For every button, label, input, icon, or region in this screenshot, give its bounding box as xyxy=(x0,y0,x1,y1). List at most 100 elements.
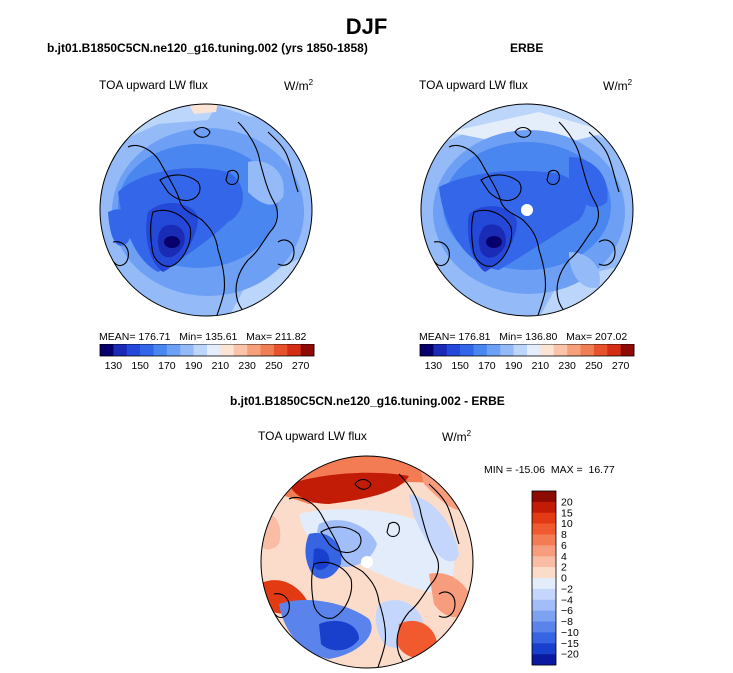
obs-min-value: 136.80 xyxy=(525,331,558,343)
obs-stats: MEAN= 176.81 Min= 136.80 Max= 207.02 xyxy=(419,331,628,343)
model-colorbar: 130 150 170 190 210 230 250 270 xyxy=(99,344,315,372)
colorbar-swatch xyxy=(473,344,488,356)
diff-stats: MIN = -15.06 MAX = 16.77 xyxy=(484,464,615,476)
colorbar-tick-label: 2 xyxy=(561,562,567,574)
map-fill-pos7 xyxy=(289,472,409,504)
colorbar-tick-label: 190 xyxy=(505,360,523,372)
colorbar-swatch xyxy=(247,344,261,356)
obs-units-label: W/m2 xyxy=(603,78,633,93)
colorbar-tick-label: 210 xyxy=(532,360,550,372)
colorbar-tick-label: −10 xyxy=(561,627,579,639)
colorbar-tick-label: 230 xyxy=(558,360,576,372)
obs-colorbar: 130 150 170 190 210 230 250 270 xyxy=(419,344,635,372)
colorbar-tick-label: −2 xyxy=(561,583,573,595)
model-variable-label: TOA upward LW flux xyxy=(99,78,208,92)
colorbar-tick-label: 150 xyxy=(131,360,149,372)
diff-variable-label: TOA upward LW flux xyxy=(258,429,367,443)
colorbar-tick-label: 250 xyxy=(585,360,603,372)
diff-min-value: -15.06 xyxy=(515,464,545,476)
colorbar-tick-label: 230 xyxy=(238,360,256,372)
colorbar-swatch xyxy=(532,643,556,655)
colorbar-swatch xyxy=(567,344,581,356)
map-fill-pos3 xyxy=(429,573,473,618)
colorbar-frame xyxy=(531,490,557,666)
colorbar-swatch xyxy=(620,344,635,356)
coastlines xyxy=(433,121,620,316)
pole-missing-data xyxy=(361,556,373,568)
colorbar-swatch xyxy=(580,344,595,356)
map-fill-min xyxy=(486,236,502,248)
colorbar-swatch xyxy=(207,344,221,356)
colorbar-swatch xyxy=(532,512,556,524)
colorbar-swatch xyxy=(287,344,301,356)
colorbar-swatch xyxy=(532,556,556,568)
colorbar-swatch xyxy=(446,344,461,356)
map-fill-min xyxy=(164,236,180,248)
diff-units-label: W/m2 xyxy=(442,429,472,444)
colorbar-swatch xyxy=(420,344,434,356)
map-fill-neg2 xyxy=(409,494,459,562)
colorbar-swatch xyxy=(433,344,448,356)
colorbar-tick-label: 130 xyxy=(105,360,123,372)
colorbar-swatch xyxy=(532,523,556,535)
colorbar-swatch xyxy=(532,599,556,611)
colorbar-swatch xyxy=(532,491,556,503)
colorbar-swatch xyxy=(532,610,556,622)
colorbar-tick-label: 270 xyxy=(292,360,310,372)
colorbar-swatch xyxy=(513,344,528,356)
colorbar-tick-label: −15 xyxy=(561,638,579,650)
obs-mean-value: 176.81 xyxy=(458,331,491,343)
map-fill-light xyxy=(569,252,600,288)
map-boundary xyxy=(420,103,634,317)
colorbar-tick-label: −20 xyxy=(561,649,579,661)
model-polar-map xyxy=(99,103,313,317)
coastlines xyxy=(112,121,299,316)
colorbar-swatch xyxy=(220,344,235,356)
colorbar-tick-label: 170 xyxy=(158,360,176,372)
colorbar-swatch xyxy=(532,654,556,666)
colorbar-tick-label: −6 xyxy=(561,605,573,617)
colorbar-tick-label: 190 xyxy=(185,360,203,372)
colorbar-swatch xyxy=(527,344,541,356)
diff-max-value: 16.77 xyxy=(588,464,615,476)
model-mean-value: 176.71 xyxy=(138,331,171,343)
diff-polar-map xyxy=(260,455,474,669)
map-fill-deep xyxy=(569,157,608,207)
colorbar-swatch xyxy=(607,344,621,356)
colorbar-swatch xyxy=(532,578,556,590)
colorbar-tick-label: 130 xyxy=(425,360,443,372)
colorbar-swatch xyxy=(532,567,556,579)
obs-polar-map xyxy=(420,103,634,317)
colorbar-swatch xyxy=(113,344,128,356)
model-min-value: 135.61 xyxy=(205,331,238,343)
colorbar-tick-label: 270 xyxy=(612,360,630,372)
colorbar-swatch xyxy=(166,344,181,356)
colorbar-swatch xyxy=(233,344,248,356)
map-fill-deep xyxy=(108,209,132,246)
colorbar-swatch xyxy=(500,344,514,356)
colorbar-swatch xyxy=(593,344,608,356)
colorbar-swatch xyxy=(300,344,315,356)
colorbar-swatch xyxy=(260,344,275,356)
colorbar-tick-label: 8 xyxy=(561,529,567,541)
colorbar-frame xyxy=(419,344,635,357)
map-fill-neg7 xyxy=(319,620,359,651)
colorbar-swatch xyxy=(193,344,208,356)
colorbar-swatch xyxy=(532,534,556,546)
model-max-value: 211.82 xyxy=(275,331,307,343)
colorbar-tick-label: 20 xyxy=(561,496,573,508)
colorbar-tick-label: −4 xyxy=(561,594,573,606)
colorbar-tick-label: 170 xyxy=(478,360,496,372)
colorbar-tick-label: 15 xyxy=(561,507,573,519)
colorbar-tick-label: 4 xyxy=(561,551,567,563)
model-units-label: W/m2 xyxy=(284,78,314,93)
model-panel-title: b.jt01.B1850C5CN.ne120_g16.tuning.002 (y… xyxy=(47,41,368,55)
colorbar-swatch xyxy=(180,344,194,356)
diff-panel-title: b.jt01.B1850C5CN.ne120_g16.tuning.002 - … xyxy=(230,394,505,408)
colorbar-swatch xyxy=(532,621,556,633)
colorbar-tick-label: 0 xyxy=(561,573,567,585)
colorbar-swatch xyxy=(532,501,556,514)
colorbar-swatch xyxy=(486,344,501,356)
colorbar-swatch xyxy=(100,344,114,356)
colorbar-tick-label: 210 xyxy=(212,360,230,372)
